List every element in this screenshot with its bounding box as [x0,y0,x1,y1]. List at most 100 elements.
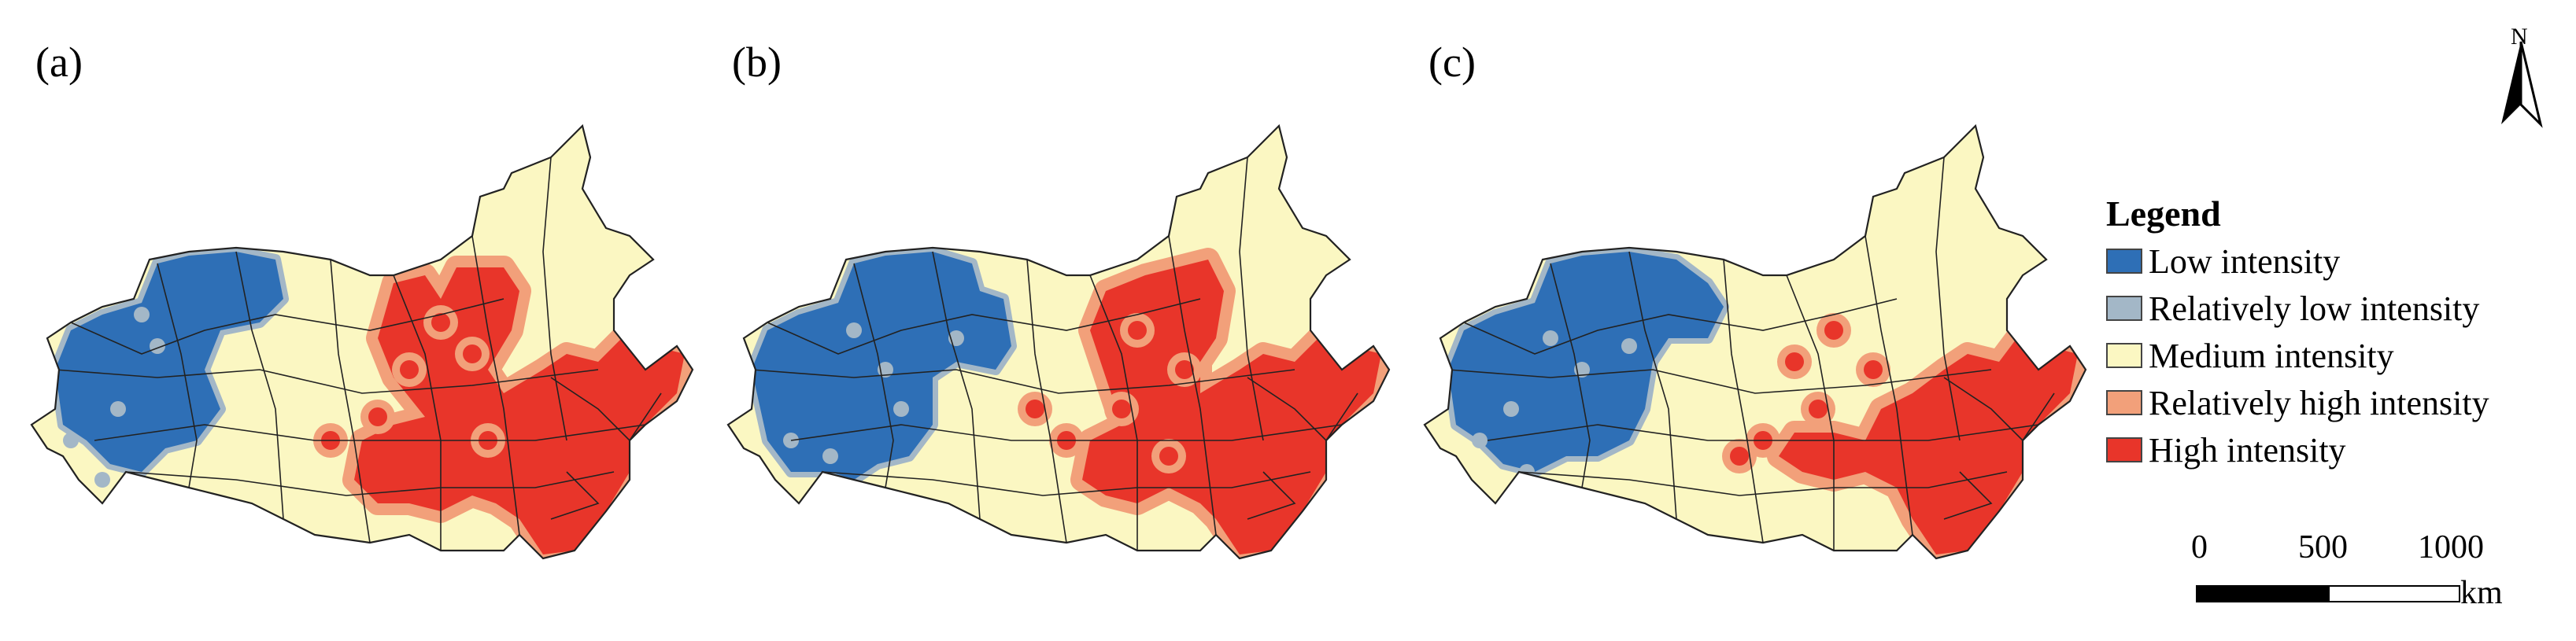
hotspot-high [1112,400,1131,418]
spot-relatively-low [1503,401,1519,417]
spot-relatively-low [846,322,862,338]
boundary-line [550,377,662,442]
boundary-line [1463,298,1898,355]
spot-relatively-low [63,433,79,448]
north-arrow-icon [2501,41,2543,128]
boundary-line [1447,369,1992,394]
boundary-line [932,251,981,520]
north-label: N [2511,24,2528,50]
panel-label: (b) [732,39,782,86]
boundary-line [550,471,600,520]
legend-swatch [2106,249,2142,274]
hotspot-high [1785,352,1804,371]
legend-label: High intensity [2149,430,2346,470]
study-area-outline [726,123,1391,560]
legend-label: Low intensity [2149,241,2341,281]
boundary-line [1487,424,2039,441]
hotspot-high [368,407,387,426]
map-panel-b: (b) [697,0,1405,641]
hotspot-high [1864,360,1883,379]
hotspot-high [1809,400,1828,418]
boundary-line [1550,263,1591,488]
map-svg [726,123,1391,560]
scale-unit: km [2460,575,2503,611]
map-svg [1423,123,2087,560]
panel-label: (a) [35,39,83,86]
legend-item-relatively-low: Relatively low intensity [2106,285,2570,332]
boundary-line [751,369,1295,394]
boundary-line [70,298,504,355]
hotspot-high [463,344,482,363]
boundary-line [822,471,1311,496]
legend-label: Relatively high intensity [2149,383,2489,422]
spot-relatively-low [1543,330,1558,346]
boundary-line [767,298,1201,355]
hotspot-high [1159,447,1178,466]
legend-swatch [2106,296,2142,321]
spot-relatively-low [893,401,909,417]
boundary-line [1239,157,1264,441]
boundary-line [790,424,1343,441]
boundary-line [1247,377,1358,442]
map-panel-c: (c) [1393,0,2101,641]
hotspot-high [431,313,450,332]
boundary-line [471,235,520,536]
scale-segment-black [2196,585,2328,602]
spot-relatively-low [134,307,150,322]
legend-item-relatively-high: Relatively high intensity [2106,379,2570,426]
legend-item-medium: Medium intensity [2106,332,2570,379]
boundary-line [1628,251,1677,520]
boundary-line [1026,259,1067,543]
boundary-line [853,263,894,488]
map-panel-a: (a) [0,0,708,641]
map-svg [30,123,694,560]
boundary-line [1865,235,1913,536]
boundary-line [235,251,284,520]
hotspot-high [1824,321,1843,340]
scale-tick: 0 [2191,529,2208,565]
hotspot-high [1175,360,1194,379]
boundary-line [54,369,599,394]
hotspot-high [1026,400,1044,418]
legend-swatch [2106,343,2142,368]
region-high-intensity [1082,260,1381,554]
region-low-intensity [1448,252,1724,472]
scale-tick: 500 [2298,529,2348,565]
region-low-intensity [55,252,283,472]
legend-swatch [2106,437,2142,462]
boundary-line [125,471,615,496]
legend-item-low: Low intensity [2106,238,2570,285]
boundary-line [1247,471,1296,520]
panel-label: (c) [1428,39,1476,86]
hotspot-high [400,360,419,379]
boundary-line [157,263,198,488]
region-high-intensity [1779,330,2078,554]
legend-swatch [2106,390,2142,415]
boundary-line [330,259,371,543]
legend: Legend Low intensity Relatively low inte… [2106,193,2570,473]
boundary-line [94,424,646,441]
legend-label: Relatively low intensity [2149,289,2480,328]
boundary-line [1786,274,1835,551]
spot-relatively-low [1472,433,1488,448]
scale-tick: 1000 [2418,529,2484,565]
scale-segment-white [2328,585,2460,602]
spot-relatively-low [1621,338,1637,354]
legend-title: Legend [2106,193,2221,234]
boundary-line [1935,157,1961,441]
boundary-line [542,157,567,441]
scale-bar: 0 500 1000 km [2191,529,2574,623]
boundary-line [1089,274,1138,551]
spot-relatively-low [822,448,838,464]
study-area-outline [1423,123,2087,560]
boundary-line [1943,377,2055,442]
boundary-line [1723,259,1764,543]
boundary-line [1168,235,1217,536]
boundary-line [393,274,442,551]
hotspot-high [1730,447,1749,466]
spot-relatively-low [110,401,126,417]
hotspot-high [1128,321,1147,340]
legend-label: Medium intensity [2149,336,2394,375]
study-area-outline [30,123,694,560]
boundary-line [1518,471,2008,496]
